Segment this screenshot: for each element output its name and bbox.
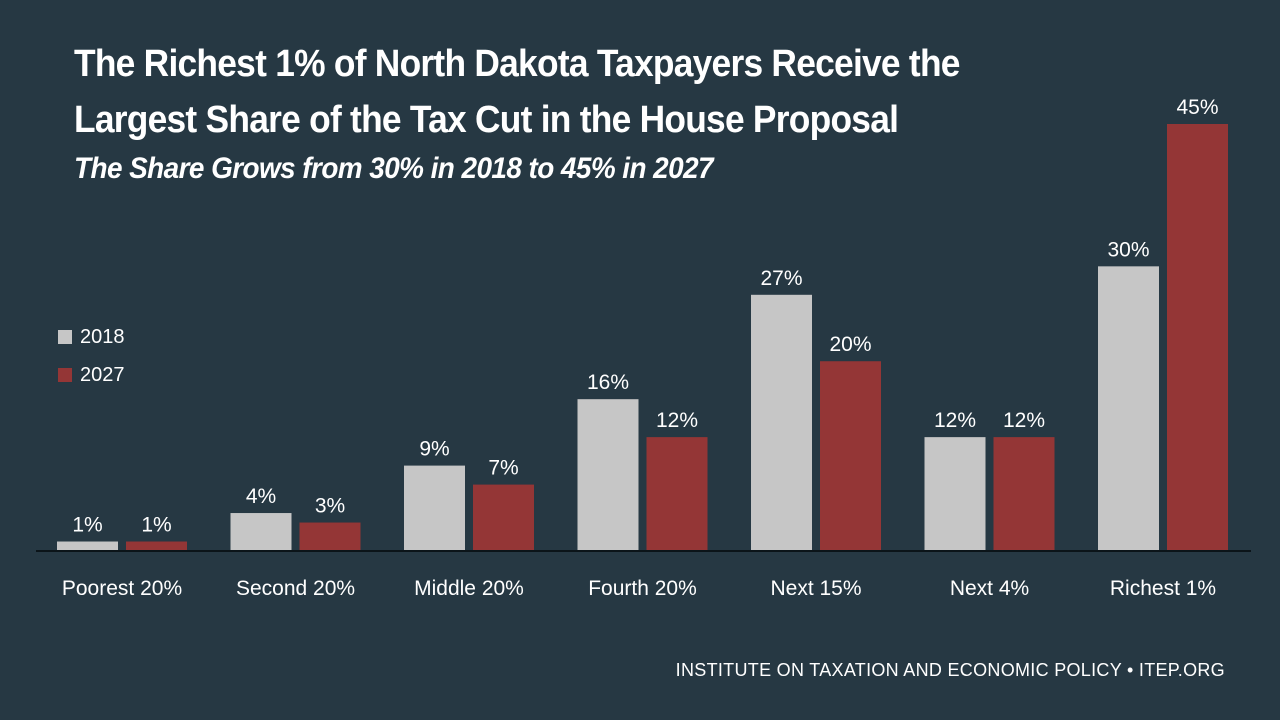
legend: 2018 2027 <box>58 318 125 394</box>
data-label-2018-6: 30% <box>1107 238 1149 261</box>
bar-2027-2 <box>473 484 534 551</box>
data-label-2018-4: 27% <box>760 267 802 290</box>
chart-subtitle: The Share Grows from 30% in 2018 to 45% … <box>74 152 714 185</box>
chart-title-line-1: The Richest 1% of North Dakota Taxpayers… <box>74 43 960 85</box>
data-label-2027-0: 1% <box>141 514 171 537</box>
data-label-2018-2: 9% <box>419 438 449 461</box>
legend-swatch-2018 <box>58 330 72 344</box>
data-label-2027-3: 12% <box>656 409 698 432</box>
bar-2018-0 <box>57 541 118 551</box>
data-label-2018-3: 16% <box>587 371 629 394</box>
chart-title-line-2: Largest Share of the Tax Cut in the Hous… <box>74 99 899 141</box>
data-label-2027-4: 20% <box>829 333 871 356</box>
data-label-2027-5: 12% <box>1003 409 1045 432</box>
data-label-2018-0: 1% <box>72 514 102 537</box>
legend-label-2027: 2027 <box>80 363 125 386</box>
legend-item-2018: 2018 <box>58 318 125 356</box>
bar-2027-4 <box>820 361 881 551</box>
category-label-0: Poorest 20% <box>62 577 182 600</box>
bar-2027-5 <box>993 437 1055 551</box>
data-label-2018-1: 4% <box>246 485 276 508</box>
category-label-5: Next 4% <box>950 577 1029 600</box>
bar-2027-0 <box>126 541 187 551</box>
category-label-3: Fourth 20% <box>588 577 697 600</box>
legend-swatch-2027 <box>58 368 72 382</box>
bar-2027-3 <box>646 437 708 551</box>
bar-2018-4 <box>751 294 812 551</box>
data-label-2027-1: 3% <box>315 495 345 518</box>
footer-credit: INSTITUTE ON TAXATION AND ECONOMIC POLIC… <box>675 660 1225 680</box>
category-label-1: Second 20% <box>236 577 355 600</box>
bar-2018-2 <box>404 465 465 551</box>
category-label-4: Next 15% <box>770 577 861 600</box>
bar-2027-6 <box>1167 124 1228 551</box>
bar-2018-1 <box>230 513 292 551</box>
legend-label-2018: 2018 <box>80 325 125 348</box>
category-label-2: Middle 20% <box>414 577 524 600</box>
bar-2018-3 <box>577 399 639 551</box>
bar-2027-1 <box>299 522 361 551</box>
data-label-2018-5: 12% <box>934 409 976 432</box>
legend-item-2027: 2027 <box>58 356 125 394</box>
chart-title: The Richest 1% of North Dakota Taxpayers… <box>74 36 1004 148</box>
bar-2018-5 <box>924 437 986 551</box>
data-label-2027-6: 45% <box>1176 96 1218 119</box>
category-label-6: Richest 1% <box>1110 577 1216 600</box>
bar-2018-6 <box>1098 266 1159 551</box>
data-label-2027-2: 7% <box>488 457 518 480</box>
